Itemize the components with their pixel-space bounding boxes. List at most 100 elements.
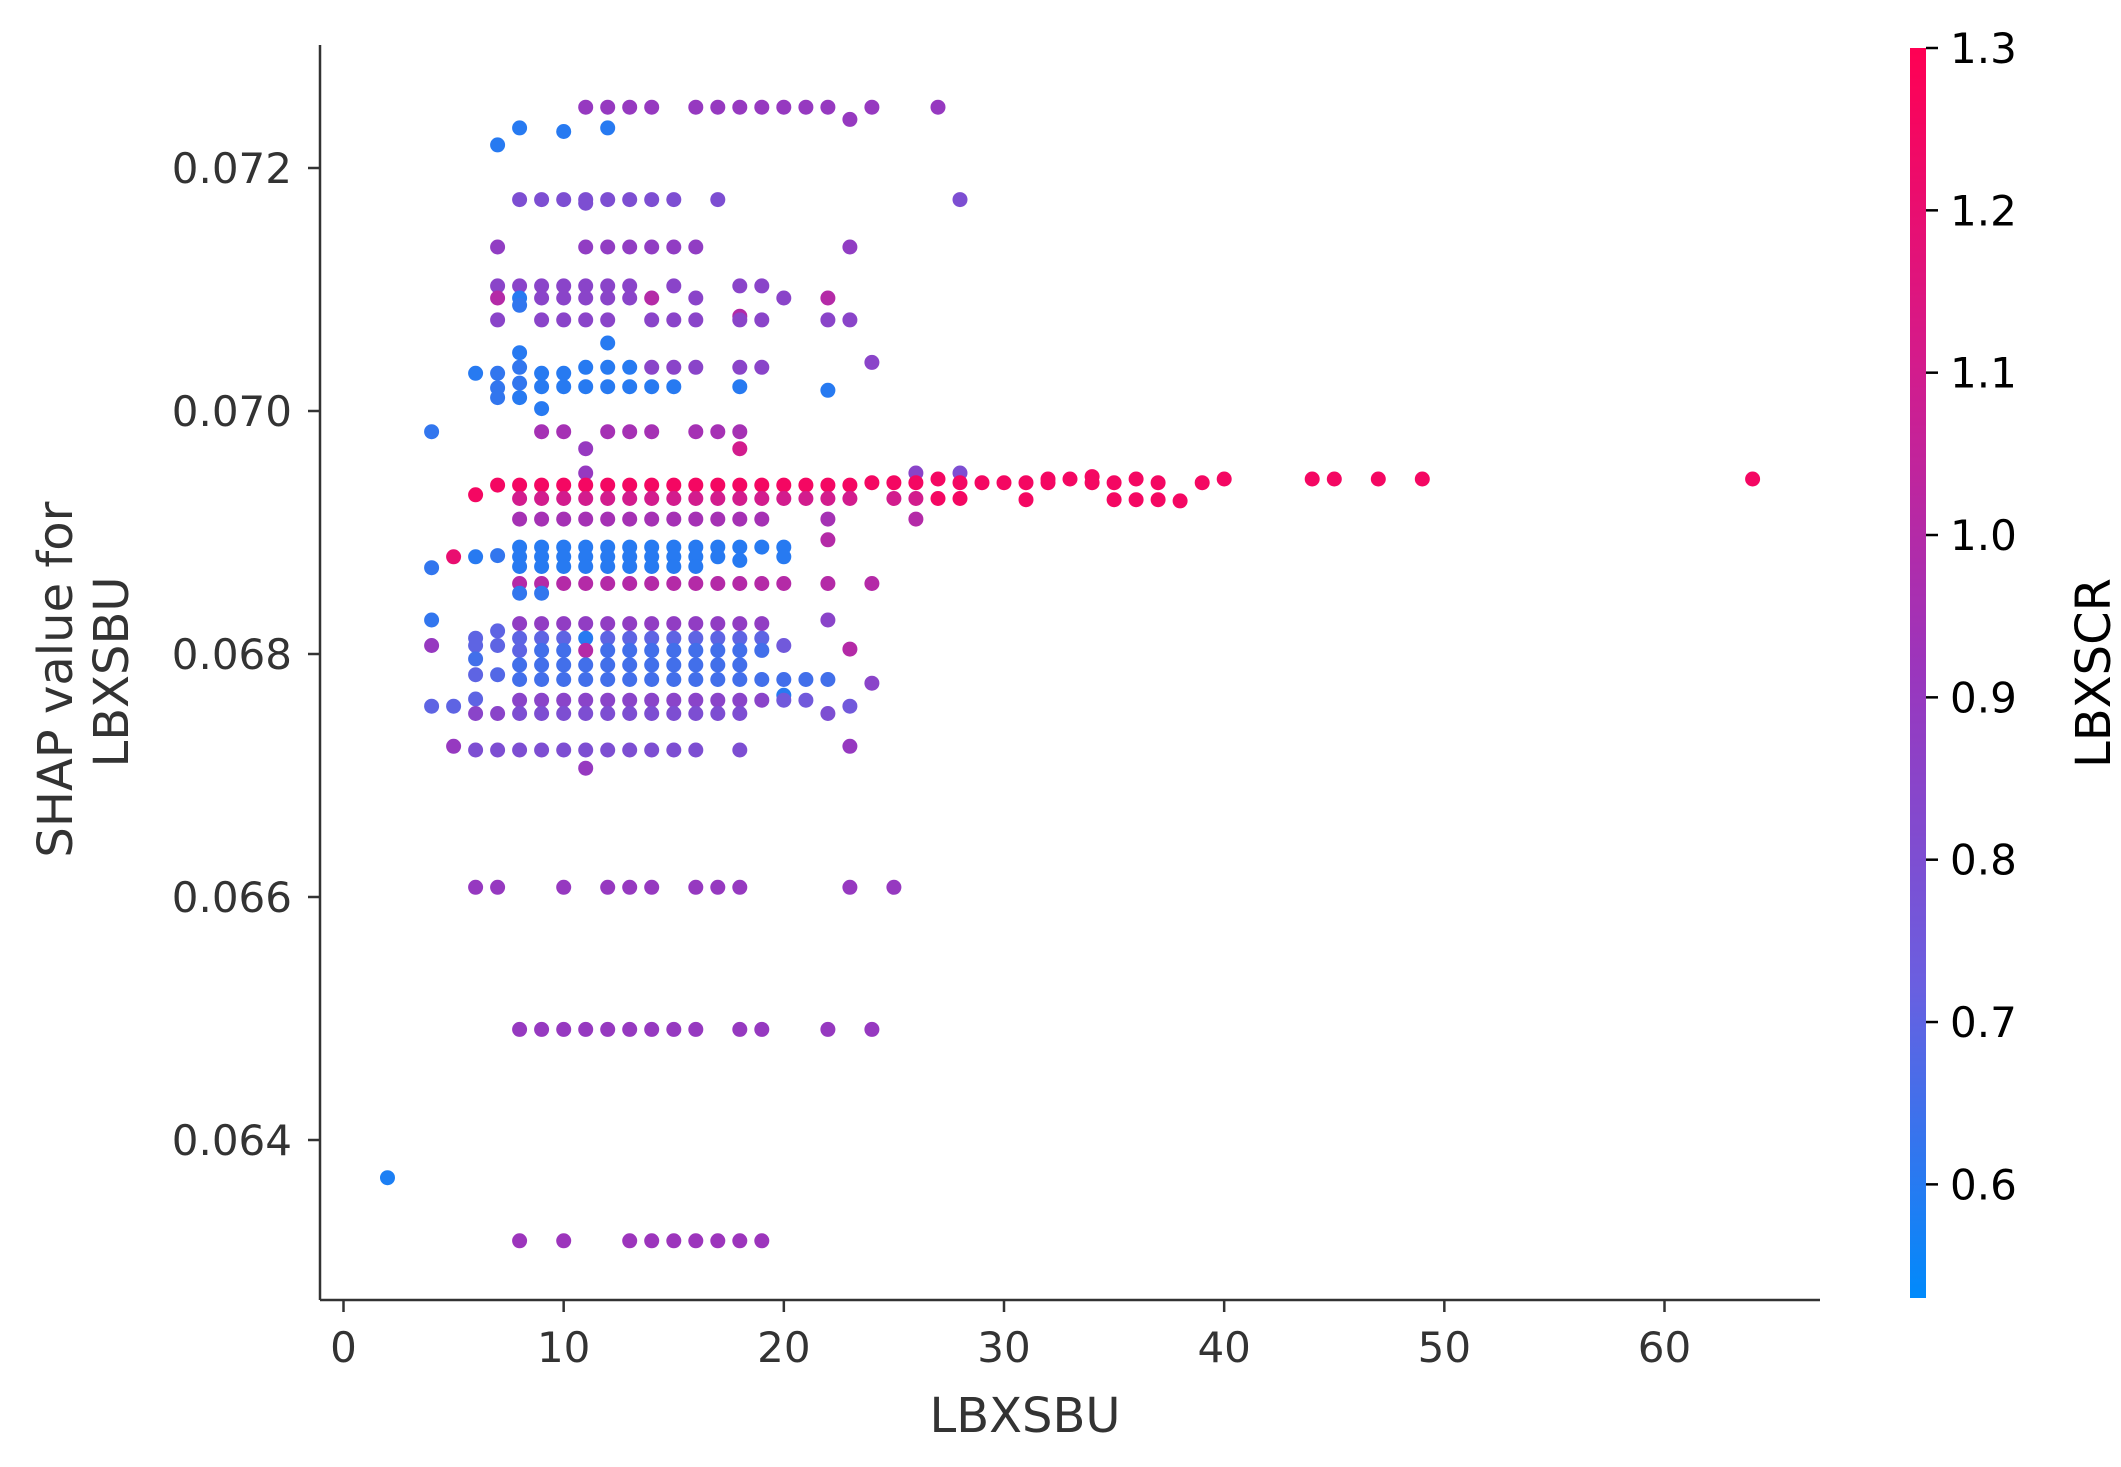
scatter-point bbox=[600, 278, 616, 294]
scatter-point bbox=[578, 99, 594, 115]
scatter-point bbox=[732, 312, 748, 328]
scatter-point bbox=[600, 706, 616, 721]
scatter-point bbox=[600, 616, 616, 632]
scatter-point bbox=[688, 491, 704, 506]
scatter-point bbox=[710, 642, 726, 658]
scatter-point bbox=[688, 576, 704, 591]
scatter-point bbox=[512, 692, 528, 708]
scatter-point bbox=[556, 672, 572, 687]
scatter-point bbox=[600, 424, 616, 440]
scatter-point bbox=[688, 559, 704, 574]
scatter-point bbox=[842, 491, 858, 506]
scatter-point bbox=[710, 616, 726, 632]
scatter-point bbox=[930, 471, 946, 487]
scatter-point bbox=[512, 120, 528, 136]
scatter-point bbox=[622, 379, 638, 395]
scatter-point bbox=[578, 706, 594, 721]
scatter-point bbox=[490, 365, 506, 381]
scatter-point bbox=[556, 630, 572, 646]
scatter-point bbox=[446, 738, 462, 754]
scatter-point bbox=[512, 616, 528, 632]
scatter-point bbox=[556, 312, 572, 328]
scatter-point bbox=[732, 657, 748, 673]
scatter-point bbox=[578, 491, 594, 506]
scatter-point bbox=[1172, 493, 1188, 509]
scatter-point bbox=[468, 638, 484, 653]
scatter-point bbox=[732, 1233, 748, 1249]
scatter-point bbox=[820, 382, 836, 398]
scatter-point bbox=[622, 99, 638, 115]
scatter-point bbox=[710, 549, 726, 565]
colorbar bbox=[1910, 48, 1926, 1298]
scatter-point bbox=[490, 623, 506, 639]
scatter-point bbox=[556, 124, 572, 139]
scatter-point bbox=[710, 657, 726, 673]
scatter-point bbox=[600, 672, 616, 687]
scatter-point bbox=[622, 576, 638, 591]
scatter-point bbox=[732, 552, 748, 568]
scatter-point bbox=[732, 642, 748, 658]
scatter-point bbox=[754, 278, 770, 294]
scatter-point bbox=[1040, 475, 1056, 491]
scatter-point bbox=[776, 692, 792, 708]
scatter-point bbox=[732, 539, 748, 555]
scatter-point bbox=[534, 278, 550, 294]
x-axis-ticks: 0 10 20 30 40 50 60 bbox=[330, 1300, 1691, 1372]
scatter-point bbox=[578, 290, 594, 306]
scatter-point bbox=[688, 642, 704, 658]
scatter-point bbox=[556, 477, 572, 493]
scatter-point bbox=[622, 657, 638, 673]
scatter-point bbox=[534, 424, 550, 440]
scatter-point bbox=[490, 742, 506, 758]
scatter-point bbox=[644, 657, 660, 673]
scatter-point bbox=[820, 576, 836, 591]
scatter-point bbox=[512, 477, 528, 493]
scatter-point bbox=[424, 698, 440, 714]
scatter-point bbox=[578, 1021, 594, 1037]
scatter-point bbox=[534, 630, 550, 646]
scatter-point bbox=[688, 424, 704, 440]
scatter-point bbox=[754, 616, 770, 632]
scatter-point bbox=[578, 657, 594, 673]
scatter-point bbox=[490, 879, 506, 895]
scatter-point bbox=[732, 359, 748, 375]
scatter-point bbox=[688, 879, 704, 895]
scatter-point bbox=[666, 630, 682, 646]
scatter-point bbox=[710, 576, 726, 591]
scatter-point bbox=[952, 491, 968, 506]
scatter-point bbox=[644, 424, 660, 440]
scatter-point bbox=[710, 879, 726, 895]
scatter-point bbox=[930, 491, 946, 506]
scatter-point bbox=[688, 477, 704, 493]
scatter-point bbox=[666, 477, 682, 493]
scatter-point bbox=[776, 672, 792, 687]
scatter-point bbox=[600, 312, 616, 328]
scatter-point bbox=[754, 491, 770, 506]
scatter-point bbox=[380, 1170, 395, 1186]
scatter-point bbox=[622, 424, 638, 440]
scatter-point bbox=[820, 511, 836, 527]
scatter-point bbox=[842, 738, 858, 754]
scatter-point bbox=[688, 692, 704, 708]
scatter-point bbox=[1150, 492, 1166, 508]
scatter-point bbox=[644, 1021, 660, 1037]
scatter-point bbox=[578, 642, 594, 658]
y-tick-label: 0.064 bbox=[172, 1116, 292, 1165]
scatter-point bbox=[512, 491, 528, 506]
scatter-point bbox=[666, 657, 682, 673]
scatter-point bbox=[666, 359, 682, 375]
scatter-point bbox=[534, 365, 550, 381]
x-tick-label: 20 bbox=[757, 1323, 810, 1372]
scatter-point bbox=[820, 290, 836, 306]
scatter-point bbox=[534, 672, 550, 687]
scatter-point bbox=[688, 630, 704, 646]
scatter-point bbox=[534, 401, 550, 417]
scatter-point bbox=[864, 1021, 880, 1037]
scatter-point bbox=[578, 760, 594, 776]
scatter-point bbox=[1084, 475, 1100, 491]
scatter-point bbox=[644, 1233, 660, 1249]
scatter-point bbox=[512, 192, 528, 208]
scatter-point bbox=[666, 379, 682, 395]
scatter-point bbox=[468, 667, 484, 683]
scatter-point bbox=[644, 239, 660, 255]
